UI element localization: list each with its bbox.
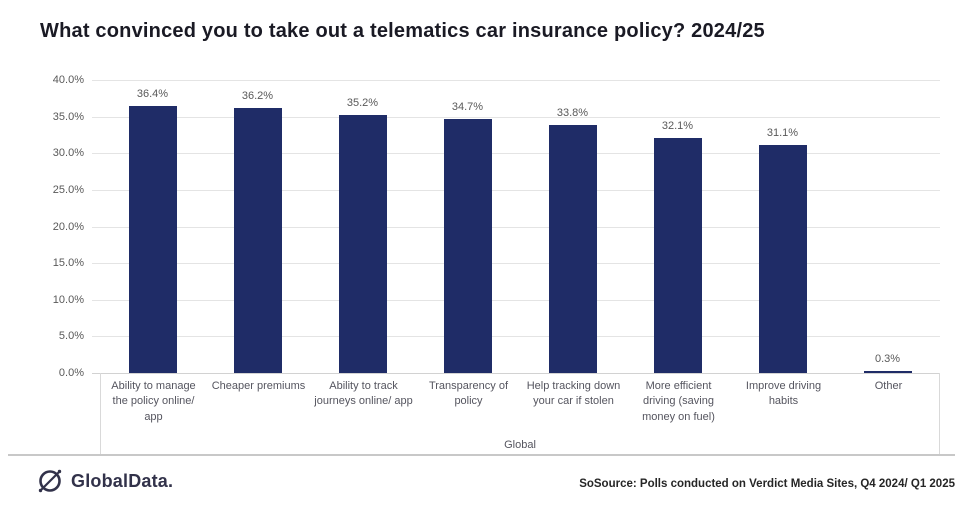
globaldata-logo-text: GlobalData. bbox=[71, 470, 174, 491]
x-axis-category-box: Global Ability to manage the policy onli… bbox=[100, 373, 940, 454]
y-axis-tick-label: 25.0% bbox=[52, 183, 84, 196]
bar bbox=[863, 370, 912, 373]
bar-value-label: 31.1% bbox=[766, 127, 799, 140]
x-axis-category-label: More efficient driving (saving money on … bbox=[642, 380, 715, 423]
x-axis-category-label: Other bbox=[874, 380, 903, 392]
x-axis-category-label: Help tracking down your car if stolen bbox=[526, 380, 621, 408]
bar-value-label: 36.2% bbox=[241, 89, 274, 102]
gridline bbox=[92, 116, 940, 118]
globaldata-logo-icon bbox=[38, 469, 62, 493]
x-axis-category-label: Ability to manage the policy online/ app bbox=[111, 380, 196, 423]
x-axis-category-label: Transparency of policy bbox=[428, 380, 509, 408]
bar bbox=[653, 137, 702, 373]
gridline bbox=[92, 263, 940, 265]
y-axis-tick-label: 0.0% bbox=[58, 367, 84, 379]
bar bbox=[758, 145, 807, 373]
bar-value-label: 34.7% bbox=[451, 100, 484, 113]
y-axis-tick-label: 35.0% bbox=[52, 110, 84, 123]
gridline bbox=[92, 189, 940, 191]
bar bbox=[233, 107, 282, 373]
x-axis-category-label: Cheaper premiums bbox=[211, 380, 306, 392]
chart-title: What convinced you to take out a telemat… bbox=[40, 20, 765, 42]
axis-group-label: Global bbox=[504, 439, 536, 451]
bar-value-label: 35.2% bbox=[346, 97, 379, 110]
x-axis-category-label: Ability to track journeys online/ app bbox=[314, 380, 413, 408]
y-axis-tick-label: 5.0% bbox=[58, 330, 84, 343]
gridline bbox=[92, 299, 940, 301]
bar-value-label: 33.8% bbox=[556, 107, 589, 120]
bar bbox=[548, 125, 597, 373]
source-note: SoSource: Polls conducted on Verdict Med… bbox=[579, 478, 955, 490]
gridline bbox=[92, 80, 940, 81]
bar bbox=[128, 106, 177, 373]
bar-value-label: 32.1% bbox=[661, 119, 694, 132]
y-axis-tick-label: 20.0% bbox=[52, 220, 84, 233]
y-axis-tick-label: 40.0% bbox=[52, 74, 84, 86]
globaldata-logo: GlobalData. bbox=[36, 467, 173, 495]
y-axis-tick-label: 10.0% bbox=[52, 293, 84, 306]
gridline bbox=[92, 226, 940, 228]
bar bbox=[443, 118, 492, 373]
footer-divider bbox=[8, 454, 955, 456]
y-axis: 40.0% 35.0% 30.0% 25.0% 20.0% 15.0% 10.0% 5.0% 0… bbox=[0, 74, 88, 379]
y-axis-tick-label: 15.0% bbox=[52, 257, 84, 270]
gridline bbox=[92, 336, 940, 338]
bar-value-label: 0.3% bbox=[874, 352, 901, 365]
x-axis-line bbox=[92, 373, 940, 374]
bar bbox=[338, 115, 387, 373]
plot-area: 36.4% 36.2% 35.2% 34.7% 33.8% 32.1% 31.1% 0.3% bbox=[92, 80, 940, 374]
gridline bbox=[92, 153, 940, 155]
x-axis-category-label: Improve driving habits bbox=[745, 380, 822, 408]
bar-value-label: 36.4% bbox=[136, 88, 169, 101]
y-axis-tick-label: 30.0% bbox=[52, 147, 84, 160]
